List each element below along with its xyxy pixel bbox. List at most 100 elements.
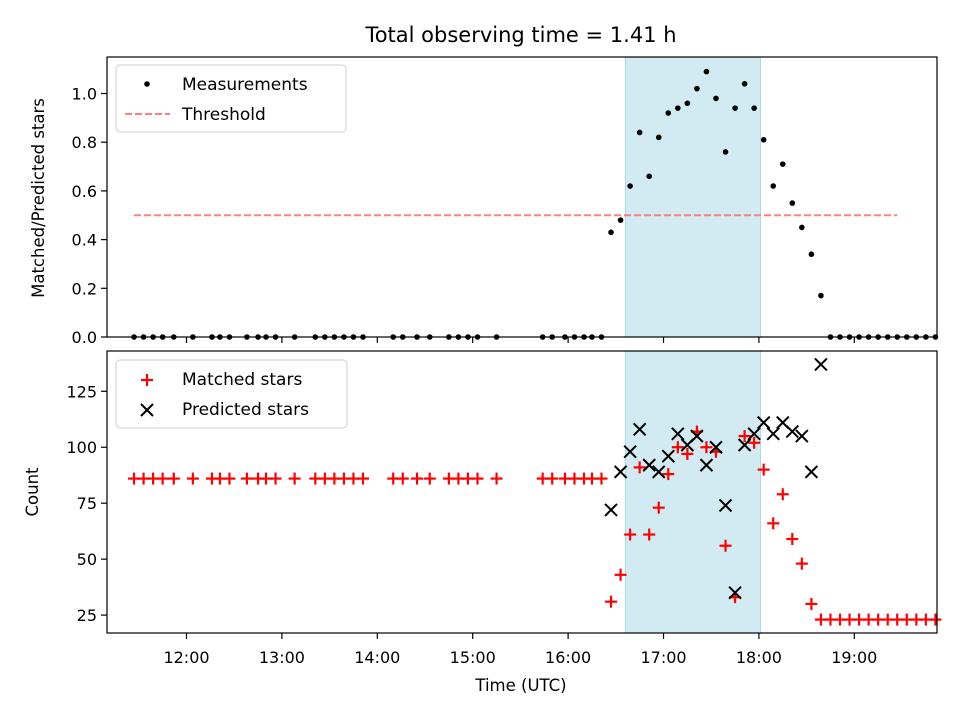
predicted-stars-point [671,427,685,441]
predicted-stars-point [652,465,666,479]
predicted-stars-point [709,440,723,454]
matched-stars-point [738,430,751,443]
legend-matched-marker [141,374,153,386]
measurement-point [779,161,786,167]
matched-stars-point [186,472,199,485]
matched-stars-point [748,436,761,449]
x-tick-label: 19:00 [831,648,877,667]
measurement-point [818,292,824,299]
predicted-stars-point [642,458,656,472]
matched-stars-point [681,447,694,460]
matched-stars-point [605,595,618,608]
matched-stars-point [471,472,484,485]
count-panel-marks [128,357,942,626]
x-tick-label: 17:00 [640,648,686,667]
ratio-panel-frame [106,56,938,338]
measurement-point [646,173,653,180]
matched-stars-point [614,568,627,581]
y-tick-label: 25 [77,606,97,625]
y-tick-label: 100 [66,438,97,457]
predicted-stars-point [795,429,809,443]
measurement-point [684,100,691,107]
predicted-stars-point [785,424,800,439]
matched-stars-point [356,472,369,485]
matched-stars-point [662,468,675,481]
matched-stars-point [423,472,436,485]
predicted-stars-point [604,503,618,517]
matched-stars-point [624,528,637,541]
measurement-point [760,136,767,143]
matched-stars-point [269,472,282,485]
matched-stars-point [767,517,780,530]
count-panel-ylabel: Count [23,467,42,517]
matched-stars-point [156,472,169,485]
y-tick-label: 50 [77,550,97,569]
ratio-panel-ylabel: Matched/Predicted stars [29,98,48,298]
count-panel-ticks: 25 50 75 100 125 12:00 13:00 14:00 15:00 16:00 17:… [66,382,877,667]
predicted-stars-point [613,465,628,479]
matched-stars-point [490,472,503,485]
measurement-point [636,129,643,136]
observing-window-band [624,350,762,634]
matched-stars-point [929,613,942,626]
predicted-stars-point [690,429,704,443]
x-tick-label: 13:00 [259,648,305,667]
chart-title: Total observing time = 1.41 h [364,23,676,47]
ratio-panel-legend: Measurements Threshold [115,64,347,133]
count-panel-legend: Matched stars Predicted stars [115,359,348,429]
matched-stars-point [288,472,301,485]
predicted-stars-point [728,586,742,600]
matched-stars-point [167,472,180,485]
matched-stars-point [652,501,665,514]
predicted-stars-point [632,422,647,437]
predicted-stars-point [766,427,780,441]
legend-measurements-label: Measurements [182,75,308,95]
count-panel: 25 50 75 100 125 12:00 13:00 14:00 15:00 16:00 17:… [23,350,942,695]
legend-predicted-label: Predicted stars [182,400,309,420]
measurement-point [675,105,681,111]
predicted-stars-point [623,445,637,459]
matched-stars-point [223,472,236,485]
matched-stars-point [633,461,646,474]
x-tick-label: 12:00 [163,648,209,667]
legend-matched-label: Matched stars [182,370,302,390]
legend-measurements-marker [144,81,150,87]
matched-stars-point [396,472,409,485]
measurement-point [751,105,757,111]
measurement-point [741,80,748,87]
y-tick-label: 125 [66,382,97,401]
matched-stars-point [671,441,684,454]
predicted-stars-point [661,449,675,463]
predicted-stars-point [737,438,752,452]
observing-window-band [624,56,762,338]
ratio-panel: 0.0 0.2 0.4 0.6 0.8 1.0 Matched/Predicted sta… [29,56,939,347]
measurement-point [627,183,633,189]
y-tick-label: 0.8 [72,133,97,152]
y-tick-label: 75 [77,494,97,513]
y-tick-label: 1.0 [72,85,97,104]
measurement-point [808,251,815,258]
predicted-stars-point [756,415,771,430]
measurement-point [703,68,710,75]
matched-stars-point [805,597,818,610]
measurement-point [608,229,614,236]
matched-stars-point [700,441,713,454]
measurement-point [789,200,796,206]
x-tick-label: 15:00 [450,648,496,667]
predicted-stars-point [718,498,733,513]
matched-stars-point [786,533,799,545]
matched-stars-point [240,472,253,485]
x-tick-label: 16:00 [545,648,591,667]
measurement-point [799,224,805,231]
y-tick-label: 0.2 [72,279,97,298]
legend-threshold-label: Threshold [181,105,266,125]
count-panel-frame [106,350,938,634]
matched-stars-point [719,539,732,552]
measurement-point [722,149,729,155]
x-tick-label: 14:00 [354,648,400,667]
matched-stars-point [546,472,559,485]
predicted-stars-point [814,357,828,372]
matched-stars-point [643,528,656,541]
measurement-point [732,105,738,111]
